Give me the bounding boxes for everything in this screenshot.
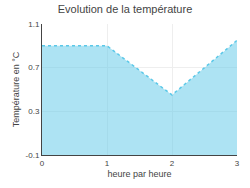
svg-text:Température en °C: Température en °C <box>11 51 21 127</box>
svg-text:0: 0 <box>40 159 45 168</box>
svg-text:1: 1 <box>105 159 110 168</box>
svg-text:0.3: 0.3 <box>28 107 40 116</box>
svg-text:-0.1: -0.1 <box>26 151 40 160</box>
svg-text:heure par heure: heure par heure <box>107 169 171 179</box>
svg-text:1.1: 1.1 <box>28 20 40 29</box>
svg-text:3: 3 <box>235 159 240 168</box>
svg-text:Evolution de la température: Evolution de la température <box>58 3 193 15</box>
svg-text:2: 2 <box>170 159 175 168</box>
svg-text:0.7: 0.7 <box>28 63 40 72</box>
